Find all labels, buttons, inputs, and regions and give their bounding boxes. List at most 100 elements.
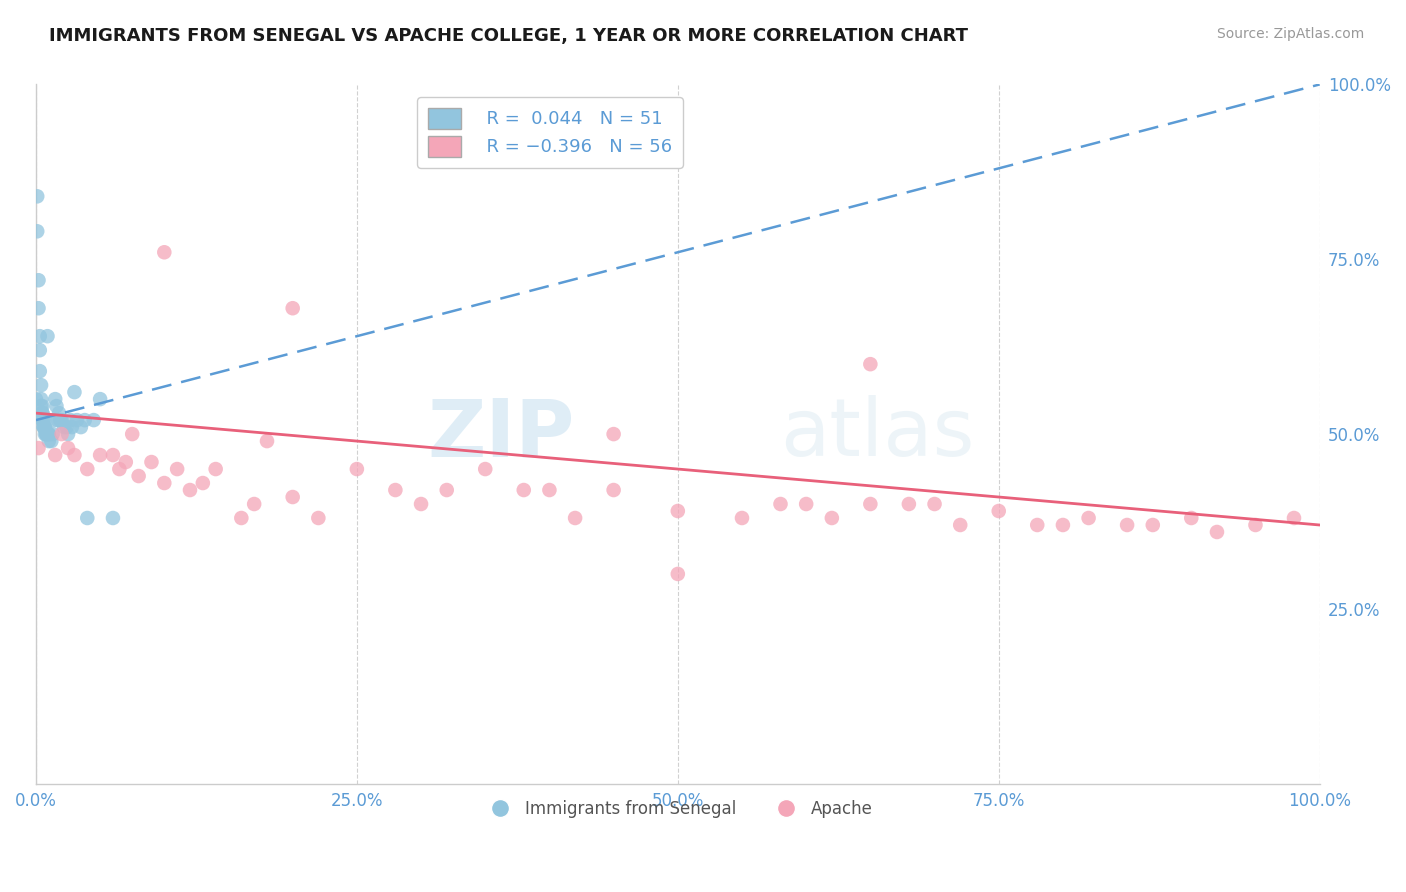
- Point: [34, 420, 56, 434]
- Point: [538, 483, 561, 497]
- Point: [56, 441, 79, 455]
- Legend: Immigrants from Senegal, Apache: Immigrants from Senegal, Apache: [477, 793, 879, 824]
- Point: [53, 420, 76, 434]
- Point: [897, 497, 920, 511]
- Point: [51, 413, 73, 427]
- Point: [34, 427, 56, 442]
- Point: [179, 483, 201, 497]
- Point: [60, 420, 83, 434]
- Point: [101, 511, 124, 525]
- Point: [141, 455, 163, 469]
- Point: [924, 497, 946, 511]
- Text: atlas: atlas: [780, 395, 974, 473]
- Point: [666, 504, 689, 518]
- Point: [51, 427, 73, 442]
- Point: [32, 413, 55, 427]
- Point: [83, 413, 105, 427]
- Point: [89, 392, 111, 406]
- Point: [602, 427, 624, 442]
- Point: [384, 483, 406, 497]
- Point: [76, 462, 98, 476]
- Point: [821, 511, 844, 525]
- Point: [41, 434, 63, 448]
- Point: [38, 427, 60, 442]
- Point: [794, 497, 817, 511]
- Point: [31, 399, 53, 413]
- Point: [1180, 511, 1202, 525]
- Point: [89, 448, 111, 462]
- Point: [859, 497, 882, 511]
- Point: [243, 497, 266, 511]
- Point: [409, 497, 432, 511]
- Point: [37, 427, 59, 442]
- Point: [70, 420, 93, 434]
- Point: [44, 392, 66, 406]
- Point: [44, 448, 66, 462]
- Point: [1206, 524, 1229, 539]
- Point: [38, 427, 60, 442]
- Point: [66, 413, 89, 427]
- Point: [25, 392, 48, 406]
- Point: [49, 413, 72, 427]
- Point: [30, 399, 52, 413]
- Point: [1052, 518, 1074, 533]
- Point: [59, 413, 82, 427]
- Point: [46, 413, 69, 427]
- Point: [28, 364, 51, 378]
- Point: [474, 462, 496, 476]
- Point: [987, 504, 1010, 518]
- Point: [231, 511, 253, 525]
- Point: [55, 420, 77, 434]
- Point: [153, 476, 176, 491]
- Point: [731, 511, 754, 525]
- Point: [256, 434, 278, 448]
- Point: [1244, 518, 1267, 533]
- Text: ZIP: ZIP: [427, 395, 575, 473]
- Point: [346, 462, 368, 476]
- Point: [32, 420, 55, 434]
- Point: [281, 301, 304, 316]
- Point: [38, 434, 60, 448]
- Point: [307, 511, 329, 525]
- Point: [128, 469, 150, 483]
- Point: [63, 448, 86, 462]
- Point: [34, 420, 56, 434]
- Point: [1116, 518, 1139, 533]
- Point: [48, 406, 70, 420]
- Point: [27, 301, 49, 316]
- Point: [191, 476, 214, 491]
- Point: [769, 497, 792, 511]
- Point: [45, 399, 67, 413]
- Point: [1026, 518, 1049, 533]
- Point: [35, 427, 58, 442]
- Point: [1077, 511, 1099, 525]
- Point: [56, 427, 79, 442]
- Point: [101, 448, 124, 462]
- Point: [166, 462, 188, 476]
- Point: [666, 566, 689, 581]
- Point: [31, 413, 53, 427]
- Point: [31, 406, 53, 420]
- Point: [30, 378, 52, 392]
- Text: Source: ZipAtlas.com: Source: ZipAtlas.com: [1216, 27, 1364, 41]
- Point: [949, 518, 972, 533]
- Point: [28, 343, 51, 358]
- Point: [25, 189, 48, 203]
- Point: [63, 385, 86, 400]
- Point: [436, 483, 458, 497]
- Point: [153, 245, 176, 260]
- Point: [31, 406, 53, 420]
- Point: [30, 392, 52, 406]
- Point: [513, 483, 536, 497]
- Point: [73, 413, 96, 427]
- Point: [25, 224, 48, 238]
- Point: [859, 357, 882, 371]
- Point: [35, 427, 58, 442]
- Point: [27, 273, 49, 287]
- Point: [27, 441, 49, 455]
- Text: IMMIGRANTS FROM SENEGAL VS APACHE COLLEGE, 1 YEAR OR MORE CORRELATION CHART: IMMIGRANTS FROM SENEGAL VS APACHE COLLEG…: [49, 27, 969, 45]
- Point: [602, 483, 624, 497]
- Point: [42, 413, 65, 427]
- Point: [281, 490, 304, 504]
- Point: [114, 455, 136, 469]
